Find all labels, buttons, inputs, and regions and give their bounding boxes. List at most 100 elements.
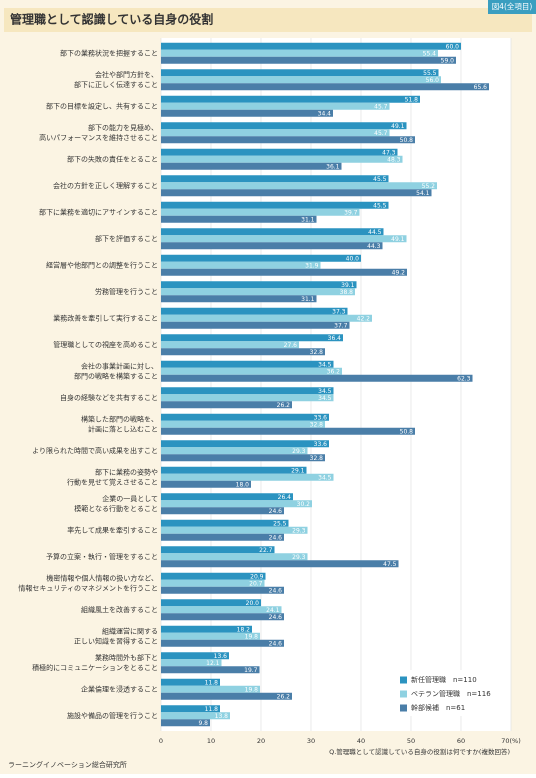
y-tick-label: 企業の一員として bbox=[102, 494, 158, 503]
bar bbox=[161, 367, 342, 375]
value-label: 50.8 bbox=[400, 137, 414, 144]
bar bbox=[161, 427, 415, 435]
value-label: 18.0 bbox=[236, 481, 250, 488]
value-label: 51.8 bbox=[405, 96, 419, 103]
legend-label: 幹部候補 n=61 bbox=[411, 703, 465, 712]
value-label: 19.7 bbox=[244, 667, 258, 674]
value-label: 20.7 bbox=[249, 580, 263, 587]
value-label: 32.8 bbox=[310, 421, 324, 428]
value-label: 65.6 bbox=[474, 84, 488, 91]
bar bbox=[161, 288, 355, 296]
value-label: 24.6 bbox=[269, 534, 283, 541]
value-label: 36.4 bbox=[328, 335, 342, 342]
bar bbox=[161, 579, 265, 587]
bar bbox=[161, 295, 317, 303]
bar bbox=[161, 493, 293, 501]
bar bbox=[161, 69, 439, 77]
legend-swatch bbox=[400, 704, 407, 712]
value-label: 55.4 bbox=[423, 50, 437, 57]
bar bbox=[161, 480, 251, 488]
bar bbox=[161, 639, 284, 647]
bar bbox=[161, 454, 325, 462]
legend-label: 新任管理職 n=110 bbox=[411, 675, 477, 684]
bar bbox=[161, 719, 210, 727]
bar bbox=[161, 625, 252, 633]
bar bbox=[161, 507, 284, 515]
badge: 図4(全項目) bbox=[492, 1, 533, 11]
value-label: 29.3 bbox=[292, 527, 306, 534]
x-tick-label: 20 bbox=[257, 737, 265, 745]
y-tick-label: 計画に落とし込むこと bbox=[88, 424, 158, 433]
value-label: 42.2 bbox=[357, 315, 371, 322]
bar bbox=[161, 307, 348, 315]
bar bbox=[161, 261, 321, 269]
bar bbox=[161, 692, 292, 700]
legend-swatch bbox=[400, 690, 407, 698]
y-tick-label: 会社や部門方針を、 bbox=[95, 70, 158, 79]
bar bbox=[161, 95, 420, 103]
value-label: 37.3 bbox=[332, 308, 346, 315]
x-tick-label: 50 bbox=[407, 737, 415, 745]
y-tick-label: 高いパフォーマンスを維持させること bbox=[39, 133, 158, 142]
value-label: 45.7 bbox=[374, 103, 388, 110]
bar bbox=[161, 606, 282, 614]
value-label: 18.2 bbox=[237, 626, 251, 633]
value-label: 49.2 bbox=[392, 269, 406, 276]
y-tick-label: 部下に業務を適切にアサインすること bbox=[39, 207, 158, 216]
value-label: 25.5 bbox=[273, 520, 287, 527]
bar bbox=[161, 129, 390, 137]
bar bbox=[161, 666, 260, 674]
value-label: 19.8 bbox=[245, 633, 259, 640]
value-label: 26.4 bbox=[278, 494, 292, 501]
bar bbox=[161, 440, 329, 448]
bar bbox=[161, 659, 222, 667]
y-tick-label: 部下の目標を設定し、共有すること bbox=[46, 101, 158, 110]
bar bbox=[161, 572, 266, 580]
bar bbox=[161, 652, 229, 660]
bar bbox=[161, 201, 389, 209]
note: Q.管理職として認識している自身の役割は何ですか(複数回答) bbox=[329, 747, 510, 756]
value-label: 56.0 bbox=[426, 77, 440, 84]
bar bbox=[161, 519, 289, 527]
value-label: 26.2 bbox=[277, 693, 291, 700]
bar bbox=[161, 189, 432, 197]
x-tick-label: 10 bbox=[207, 737, 215, 745]
bar bbox=[161, 712, 230, 720]
value-label: 24.6 bbox=[269, 614, 283, 621]
bar bbox=[161, 413, 329, 421]
bar bbox=[161, 235, 407, 243]
bar bbox=[161, 254, 361, 262]
bar bbox=[161, 136, 415, 144]
bar bbox=[161, 102, 390, 110]
value-label: 34.5 bbox=[318, 361, 332, 368]
value-label: 19.8 bbox=[245, 686, 259, 693]
y-tick-label: 積極的にコミュニケーションをとること bbox=[32, 663, 158, 672]
y-tick-label: 部下に業務の姿勢や bbox=[95, 467, 158, 476]
value-label: 29.3 bbox=[292, 554, 306, 561]
bar bbox=[161, 401, 292, 409]
title: 管理職として認識している自身の役割 bbox=[10, 12, 213, 27]
value-label: 34.5 bbox=[318, 395, 332, 402]
bar bbox=[161, 162, 342, 170]
value-label: 32.8 bbox=[310, 455, 324, 462]
x-tick-label: 40 bbox=[357, 737, 365, 745]
legend-label: ベテラン管理職 n=116 bbox=[411, 689, 491, 698]
bar bbox=[161, 208, 360, 216]
value-label: 39.1 bbox=[341, 282, 355, 289]
value-label: 20.9 bbox=[250, 573, 264, 580]
value-label: 40.0 bbox=[346, 255, 360, 262]
bar bbox=[161, 182, 437, 190]
y-tick-label: 部下の能力を見極め、 bbox=[88, 123, 158, 132]
value-label: 33.6 bbox=[314, 414, 328, 421]
value-label: 26.2 bbox=[277, 402, 291, 409]
bar bbox=[161, 387, 334, 395]
value-label: 44.5 bbox=[368, 229, 382, 236]
value-label: 31.1 bbox=[301, 216, 315, 223]
bar bbox=[161, 685, 260, 693]
y-tick-label: 部下に正しく伝達すること bbox=[74, 80, 158, 89]
y-tick-label: 部下の失敗の責任をとること bbox=[67, 154, 158, 163]
bar bbox=[161, 122, 407, 130]
value-label: 27.6 bbox=[284, 342, 298, 349]
bar bbox=[161, 42, 461, 50]
